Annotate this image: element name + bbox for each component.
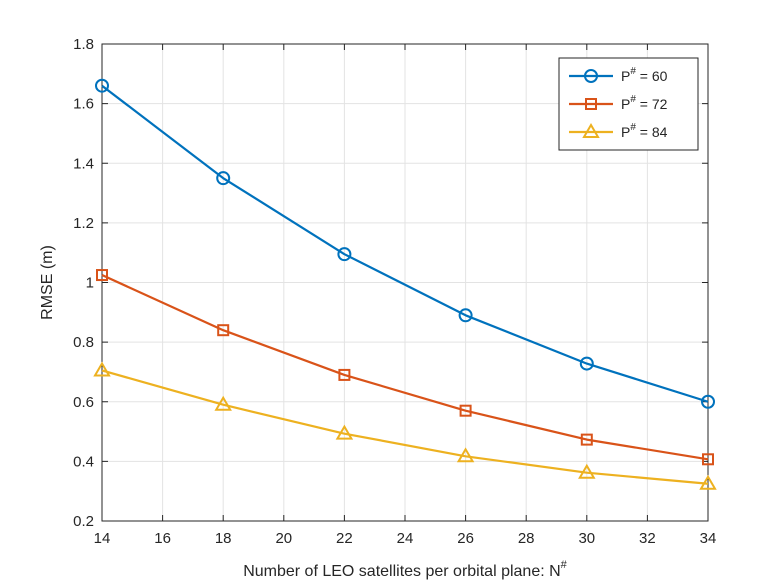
axis-ticks: 14 16 18 20 22 24 26 28 30 32 34 0.2 0.4 0.6 0.8 1 1.2 1.… xyxy=(73,36,716,547)
x-tick-label: 26 xyxy=(457,530,474,547)
legend-marker-sample xyxy=(585,98,597,110)
data-point-marker xyxy=(699,474,717,490)
y-axis-label: RMSE (m) xyxy=(39,245,56,320)
y-tick-label: 1.4 xyxy=(73,155,94,172)
legend-label-base: P xyxy=(621,124,630,140)
x-axis-label-superscript: # xyxy=(561,559,568,571)
data-point-marker xyxy=(701,394,715,409)
legend-item: P# = 84 xyxy=(569,122,668,140)
legend-marker-sample xyxy=(584,69,598,83)
data-point-marker xyxy=(335,424,354,440)
legend-marker-sample xyxy=(582,123,600,138)
y-tick-label: 0.6 xyxy=(73,394,94,411)
y-tick-label: 0.8 xyxy=(73,334,94,351)
x-axis-label: Number of LEO satellites per orbital pla… xyxy=(243,559,567,580)
data-point-marker xyxy=(338,368,351,381)
legend-item: P# = 60 xyxy=(569,66,668,84)
y-tick-label: 1.2 xyxy=(73,215,94,232)
data-point-marker xyxy=(579,356,594,371)
legend-item: P# = 72 xyxy=(569,94,668,112)
data-series xyxy=(93,78,717,490)
x-tick-label: 32 xyxy=(639,530,656,547)
y-tick-label: 1.6 xyxy=(73,96,94,113)
data-point-marker xyxy=(337,247,352,262)
data-point-marker xyxy=(456,447,475,463)
x-tick-label: 34 xyxy=(700,530,717,547)
series-1 xyxy=(95,78,715,409)
x-tick-label: 30 xyxy=(578,530,595,547)
legend-label-rest: = 84 xyxy=(636,124,668,140)
data-point-marker xyxy=(578,463,596,479)
y-tick-label: 0.2 xyxy=(73,513,94,530)
legend-label: P# = 60 xyxy=(621,66,668,84)
legend-label-superscript: # xyxy=(630,122,636,133)
y-tick-label: 1 xyxy=(86,275,94,292)
series-line xyxy=(101,274,709,461)
data-point-marker xyxy=(580,433,593,446)
legend-label: P# = 72 xyxy=(621,94,668,112)
x-tick-label: 14 xyxy=(94,530,111,547)
x-tick-label: 18 xyxy=(215,530,232,547)
data-point-marker xyxy=(216,171,231,186)
legend-label-rest: = 72 xyxy=(636,96,668,112)
legend-label-base: P xyxy=(621,68,630,84)
data-point-marker xyxy=(217,324,230,337)
data-point-marker xyxy=(459,404,472,417)
legend-label-superscript: # xyxy=(630,66,636,77)
series-line xyxy=(101,369,709,485)
data-point-marker xyxy=(95,78,109,93)
x-tick-label: 20 xyxy=(275,530,292,547)
legend: P# = 60P# = 72P# = 84 xyxy=(558,57,699,151)
legend-label-superscript: # xyxy=(630,94,636,105)
series-2 xyxy=(96,269,714,466)
data-point-marker xyxy=(458,308,473,323)
y-tick-label: 0.4 xyxy=(73,453,94,470)
series-line xyxy=(101,84,709,403)
data-point-marker xyxy=(214,395,232,411)
legend-label-rest: = 60 xyxy=(636,68,668,84)
legend-label-base: P xyxy=(621,96,630,112)
data-point-marker xyxy=(93,361,111,377)
x-tick-label: 22 xyxy=(336,530,353,547)
data-point-marker xyxy=(702,453,714,466)
data-point-marker xyxy=(96,269,108,282)
x-tick-label: 16 xyxy=(154,530,171,547)
legend-label: P# = 84 xyxy=(621,122,668,140)
x-tick-label: 24 xyxy=(397,530,414,547)
x-tick-label: 28 xyxy=(518,530,535,547)
x-axis-label-text: Number of LEO satellites per orbital pla… xyxy=(243,563,560,580)
series-3 xyxy=(93,361,717,490)
y-tick-label: 1.8 xyxy=(73,36,94,53)
